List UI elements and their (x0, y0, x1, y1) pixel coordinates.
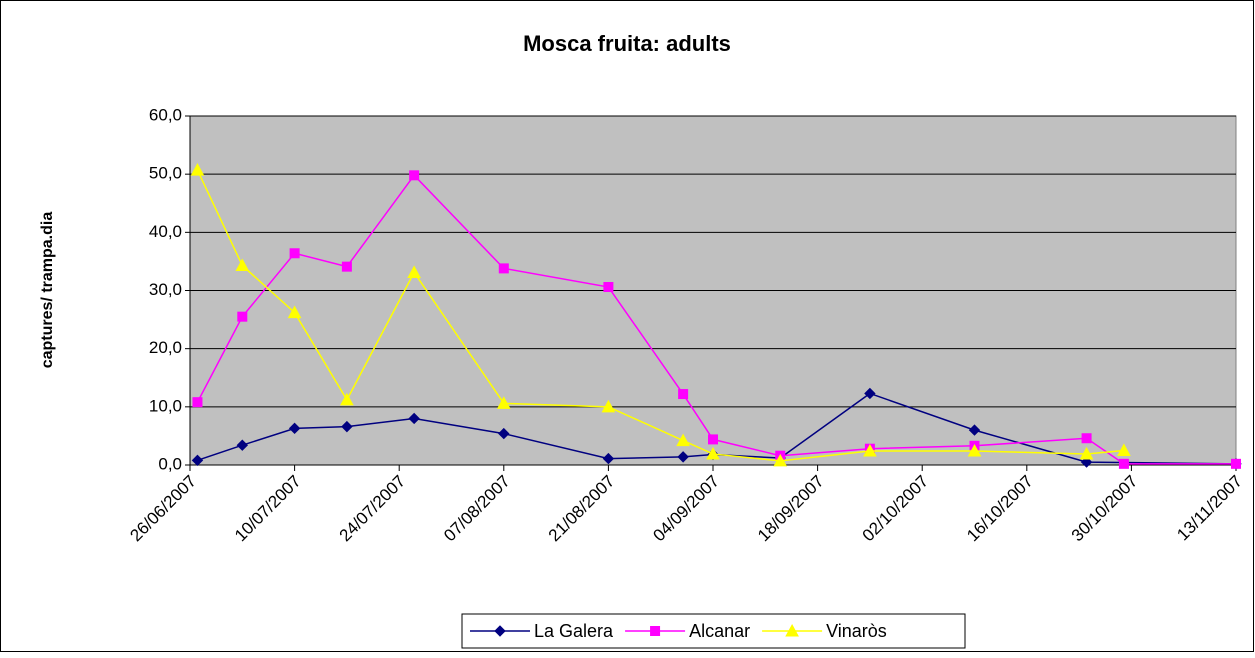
series-line (196, 169, 1124, 462)
marker (287, 305, 302, 319)
legend-box (461, 613, 966, 649)
marker (235, 258, 250, 271)
y-tick-label: 60,0 (149, 105, 182, 124)
marker (601, 399, 616, 413)
marker (864, 387, 876, 400)
marker (863, 443, 877, 457)
marker (498, 427, 510, 440)
series-line (197, 392, 1237, 465)
legend-label: Vinaròs (826, 621, 887, 641)
marker (676, 433, 690, 447)
marker (237, 311, 248, 322)
marker (1231, 458, 1241, 469)
marker (706, 446, 720, 460)
marker (289, 248, 300, 259)
legend-marker (785, 623, 799, 637)
y-axis-label: captures/ trampa.dia (39, 212, 56, 369)
marker (1081, 433, 1092, 444)
marker (968, 424, 981, 436)
marker (236, 439, 249, 451)
marker (341, 261, 352, 272)
marker (678, 389, 689, 400)
marker (190, 163, 205, 176)
y-tick-label: 10,0 (149, 396, 182, 415)
y-tick-label: 30,0 (149, 280, 182, 299)
marker (1079, 446, 1094, 460)
y-tick-label: 0,0 (158, 454, 182, 473)
marker (1080, 456, 1093, 468)
marker (288, 422, 301, 435)
marker (1118, 458, 1129, 469)
marker (409, 170, 420, 181)
marker (602, 452, 615, 465)
y-tick-label: 20,0 (149, 338, 182, 357)
marker (708, 434, 718, 445)
marker (407, 265, 421, 278)
legend: La Galera Alcanar Vinaròs (461, 613, 966, 649)
marker (1117, 443, 1131, 456)
marker (192, 397, 203, 408)
legend-marker (650, 626, 661, 636)
marker (408, 412, 420, 425)
legend-marker (494, 625, 506, 637)
marker (677, 451, 689, 463)
marker (967, 443, 982, 457)
marker (191, 454, 204, 467)
marker (773, 453, 788, 467)
chart-title: Mosca fruita: adults (523, 31, 731, 56)
marker (603, 282, 614, 293)
marker (496, 396, 511, 409)
y-tick-label: 40,0 (149, 222, 182, 241)
legend-label: La Galera (534, 621, 614, 641)
marker (341, 420, 353, 433)
legend-label: Alcanar (689, 621, 750, 641)
y-tick-label: 50,0 (149, 164, 182, 183)
marker (340, 392, 354, 406)
marker (498, 263, 509, 274)
